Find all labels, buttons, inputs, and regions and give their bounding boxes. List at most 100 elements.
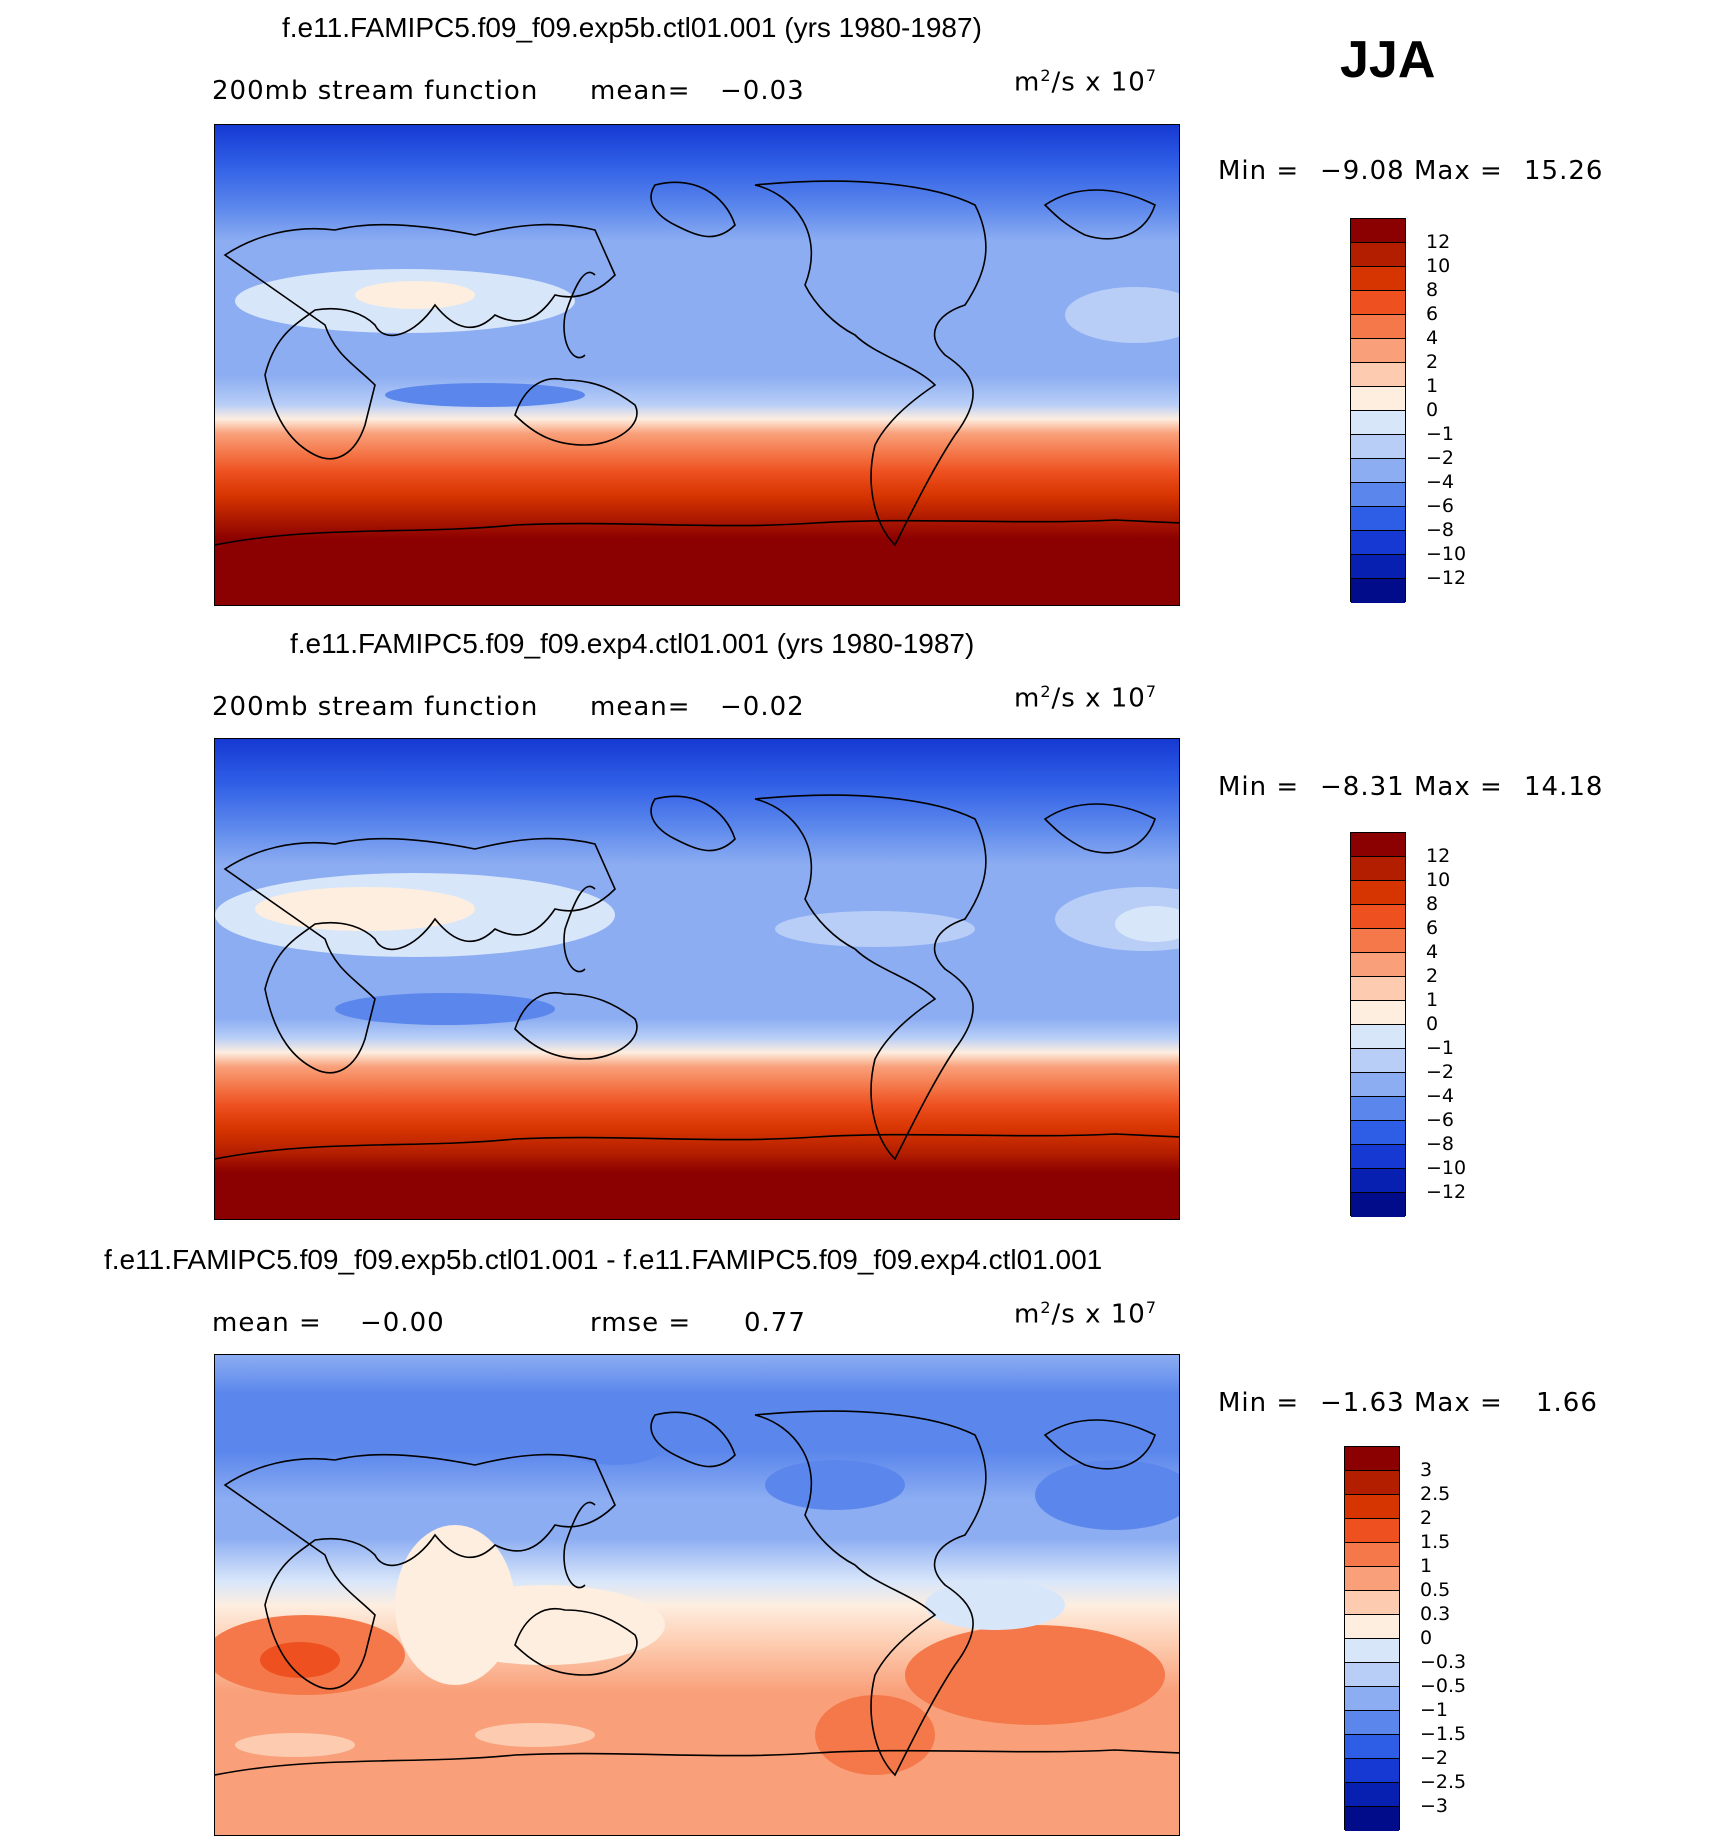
colorbar-1-segment [1351,435,1405,459]
colorbar-3-tick-label: −1 [1420,1699,1449,1721]
panel-2-max-label: Max = [1414,772,1503,802]
colorbar-2-tick-label: −1 [1426,1037,1455,1059]
panel-1-map-svg [215,125,1179,605]
colorbar-1-tick-label: −6 [1426,495,1455,517]
colorbar-3-tick-label: −2.5 [1420,1771,1467,1793]
panel-3-title: f.e11.FAMIPC5.f09_f09.exp5b.ctl01.001 - … [104,1244,1103,1275]
colorbar-1-tick-label: 1 [1426,375,1439,397]
colorbar-2-segment [1351,977,1405,1001]
colorbar-3-tick-label: −0.3 [1420,1651,1467,1673]
colorbar-3-tick-label: −2 [1420,1747,1449,1769]
colorbar-3-segment [1345,1783,1399,1807]
panel-1-blob-d [385,383,585,407]
colorbar-1-segment [1351,579,1405,603]
panel-1-min-value: −9.08 [1320,156,1405,186]
colorbar-2-segment [1351,833,1405,857]
colorbar-2-tick-label: 2 [1426,965,1439,987]
panel-3-blob-l [475,1723,595,1747]
panel-1-mean-label: mean= [590,76,691,106]
colorbar-3-segment [1345,1519,1399,1543]
colorbar-1-tick-label: 12 [1426,231,1451,253]
colorbar-2-segment [1351,1073,1405,1097]
colorbar-3-segment [1345,1495,1399,1519]
panel-2-blob-e [775,911,975,947]
panel-2-colorbar [1350,832,1406,1217]
colorbar-3-tick-label: 0.5 [1420,1579,1451,1601]
colorbar-3-tick-label: 0 [1420,1627,1433,1649]
panel-1-blob-c [1065,287,1179,343]
panel-3-blob-j [1035,1460,1179,1530]
panel-2-units: m2/s x 107 [1014,682,1157,714]
colorbar-1-segment [1351,483,1405,507]
colorbar-1-tick-label: 0 [1426,399,1439,421]
panel-2-units-base: m [1014,683,1041,714]
panel-2-min-label: Min = [1218,772,1300,802]
colorbar-2-segment [1351,1145,1405,1169]
colorbar-1-segment [1351,243,1405,267]
panel-3-colorbar [1344,1446,1400,1831]
panel-3-units-exp: 2 [1040,1298,1052,1317]
colorbar-1-tick-label: −4 [1426,471,1455,493]
colorbar-3-tick-label: 2.5 [1420,1483,1451,1505]
panel-3-units-mid: /s x 10 [1051,1299,1146,1330]
panel-3-coastlines [215,1410,1179,1777]
colorbar-3-segment [1345,1687,1399,1711]
panel-3-rmse-value: 0.77 [744,1308,806,1338]
colorbar-3-tick-label: 1.5 [1420,1531,1451,1553]
panel-3-min-value: −1.63 [1320,1388,1405,1418]
panel-3-mean-label: mean = [212,1308,322,1338]
panel-2-variable-label: 200mb stream function [212,692,539,722]
colorbar-3-tick-label: 1 [1420,1555,1433,1577]
colorbar-2-segment [1351,1121,1405,1145]
panel-2-units-exp2: 7 [1145,682,1158,701]
colorbar-2-tick-label: 0 [1426,1013,1439,1035]
colorbar-2-tick-label: −2 [1426,1061,1455,1083]
panel-3-blob-i [765,1460,905,1510]
panel-3-map-svg [215,1355,1179,1835]
panel-2-mean-value: −0.02 [720,692,805,722]
panel-3-blob-e [905,1625,1165,1725]
colorbar-1-segment [1351,555,1405,579]
panel-3-blob-h [555,1405,675,1465]
panel-3-blob-k [235,1733,355,1757]
panel-1-variable-label: 200mb stream function [212,76,539,106]
panel-3-blob-d [260,1642,340,1678]
colorbar-2-segment [1351,1169,1405,1193]
panel-1-units-base: m [1014,67,1041,98]
panel-3-blob-g [925,1580,1065,1630]
panel-3-units: m2/s x 107 [1014,1298,1157,1330]
panel-1-max-value: 15.26 [1524,156,1604,186]
colorbar-3-segment [1345,1567,1399,1591]
colorbar-2-tick-label: −4 [1426,1085,1455,1107]
panel-1-max-label: Max = [1414,156,1503,186]
panel-2-coastlines [215,794,1179,1161]
colorbar-3-tick-label: 3 [1420,1459,1433,1481]
panel-1-units-exp2: 7 [1145,66,1158,85]
panel-2-max-value: 14.18 [1524,772,1604,802]
colorbar-1-tick-label: −10 [1426,543,1467,565]
panel-3-units-exp2: 7 [1145,1298,1158,1317]
panel-3-min-label: Min = [1218,1388,1300,1418]
colorbar-1-tick-label: 10 [1426,255,1451,277]
colorbar-2-segment [1351,953,1405,977]
colorbar-3-segment [1345,1471,1399,1495]
colorbar-1-segment [1351,411,1405,435]
colorbar-2-segment [1351,1001,1405,1025]
colorbar-1-tick-label: 8 [1426,279,1439,301]
colorbar-3-segment [1345,1735,1399,1759]
colorbar-2-segment [1351,1049,1405,1073]
panel-1-colorbar [1350,218,1406,603]
colorbar-1-segment [1351,267,1405,291]
colorbar-2-tick-label: 4 [1426,941,1439,963]
colorbar-3-tick-label: −0.5 [1420,1675,1467,1697]
panel-1-units: m2/s x 107 [1014,66,1157,98]
colorbar-1-segment [1351,339,1405,363]
panel-2-map-svg [215,739,1179,1219]
colorbar-2-segment [1351,905,1405,929]
panel-1-blob-b [355,281,475,309]
colorbar-3-segment [1345,1639,1399,1663]
colorbar-1-tick-label: 4 [1426,327,1439,349]
colorbar-2-tick-label: −6 [1426,1109,1455,1131]
panel-2-blob-f [335,993,555,1025]
panel-2-units-exp: 2 [1040,682,1052,701]
